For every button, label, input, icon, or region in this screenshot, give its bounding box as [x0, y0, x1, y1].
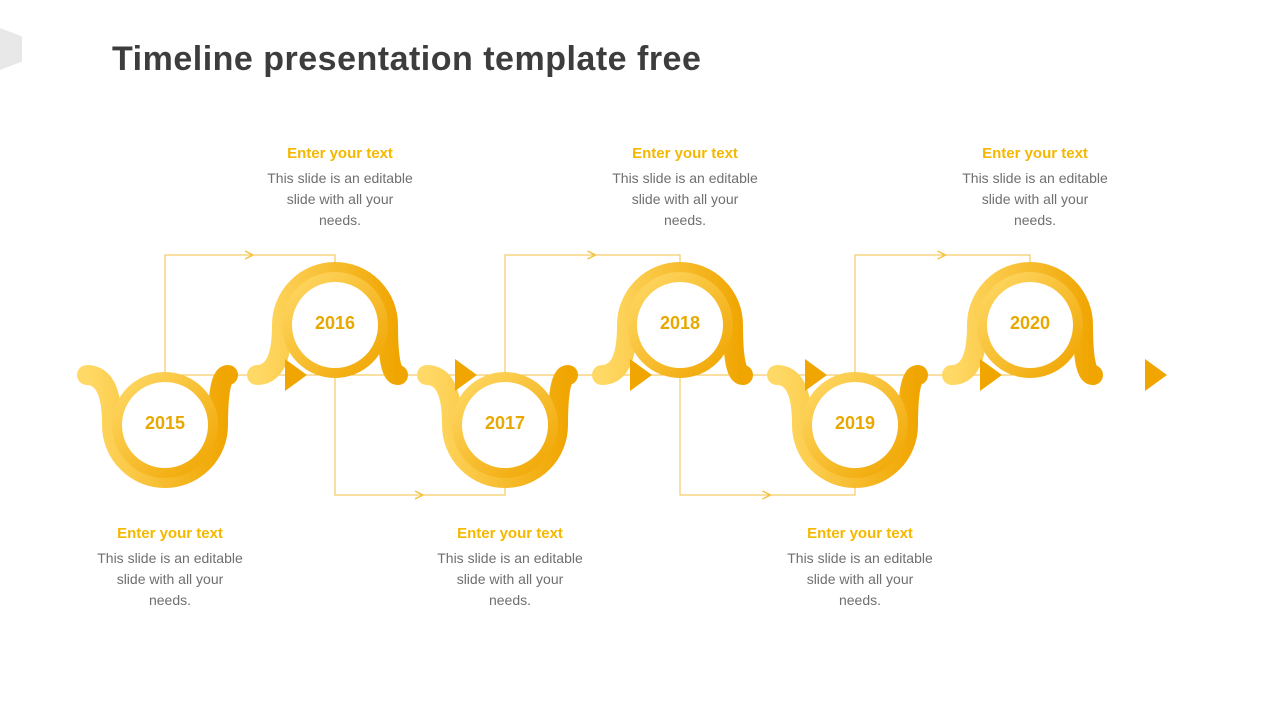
- milestone-text-2020: Enter your text This slide is an editable…: [960, 145, 1110, 231]
- year-label-2015: 2015: [135, 413, 195, 434]
- milestone-heading: Enter your text: [95, 525, 245, 542]
- milestone-body: This slide is an editable slide with all…: [435, 548, 585, 611]
- year-label-2019: 2019: [825, 413, 885, 434]
- milestone-body: This slide is an editable slide with all…: [265, 168, 415, 231]
- milestone-text-2016: Enter your text This slide is an editable…: [265, 145, 415, 231]
- page-title: Timeline presentation template free: [112, 40, 701, 79]
- milestone-heading: Enter your text: [265, 145, 415, 162]
- corner-decoration: [0, 28, 22, 70]
- timeline-graphic: [0, 0, 1280, 720]
- milestone-body: This slide is an editable slide with all…: [785, 548, 935, 611]
- milestone-heading: Enter your text: [960, 145, 1110, 162]
- milestone-heading: Enter your text: [785, 525, 935, 542]
- milestone-body: This slide is an editable slide with all…: [960, 168, 1110, 231]
- milestone-body: This slide is an editable slide with all…: [610, 168, 760, 231]
- year-label-2018: 2018: [650, 313, 710, 334]
- milestone-heading: Enter your text: [610, 145, 760, 162]
- milestone-text-2017: Enter your text This slide is an editable…: [435, 525, 585, 611]
- milestone-text-2018: Enter your text This slide is an editable…: [610, 145, 760, 231]
- milestone-body: This slide is an editable slide with all…: [95, 548, 245, 611]
- year-label-2016: 2016: [305, 313, 365, 334]
- year-label-2020: 2020: [1000, 313, 1060, 334]
- year-label-2017: 2017: [475, 413, 535, 434]
- milestone-text-2019: Enter your text This slide is an editable…: [785, 525, 935, 611]
- milestone-text-2015: Enter your text This slide is an editable…: [95, 525, 245, 611]
- milestone-heading: Enter your text: [435, 525, 585, 542]
